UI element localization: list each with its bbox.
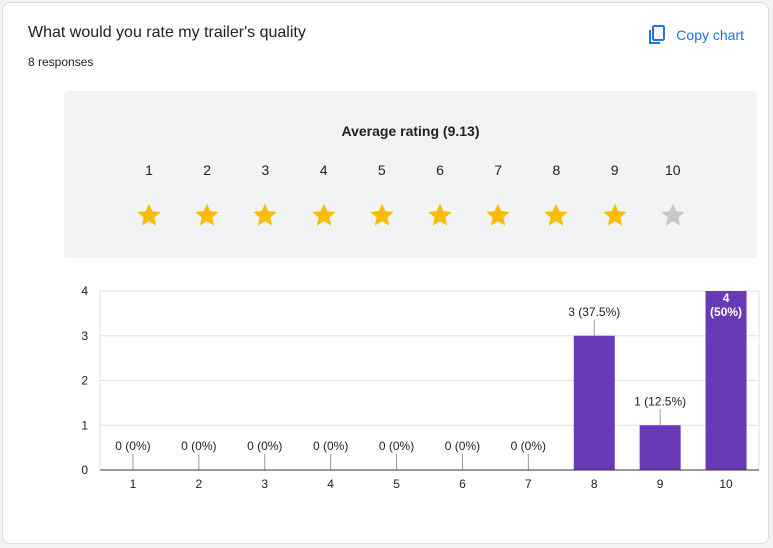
star-icon [310, 201, 338, 229]
data-label: 0 (0%) [445, 439, 480, 453]
copy-chart-label: Copy chart [676, 27, 744, 43]
y-tick-label: 2 [81, 374, 88, 388]
data-label: 0 (0%) [379, 439, 414, 453]
bar-10 [705, 291, 747, 470]
rating-number-2: 2 [203, 162, 212, 178]
x-tick-label: 9 [657, 477, 664, 491]
response-count: 8 responses [28, 55, 94, 69]
x-tick-label: 5 [393, 477, 400, 491]
data-label: 1 (12.5%) [634, 394, 686, 408]
data-label: 4 (50%) [710, 291, 742, 319]
x-tick-label: 1 [130, 477, 137, 491]
data-label: 0 (0%) [115, 439, 150, 453]
rating-number-3: 3 [261, 162, 270, 178]
copy-chart-button[interactable]: Copy chart [648, 21, 744, 49]
y-tick-label: 1 [81, 418, 88, 432]
data-label: 0 (0%) [313, 439, 348, 453]
question-title: What would you rate my trailer's quality [28, 24, 306, 41]
data-label: 3 (37.5%) [568, 305, 620, 319]
x-tick-label: 3 [261, 477, 268, 491]
star-icon [484, 201, 512, 229]
average-rating-panel: Average rating (9.13) 1 2 3 4 5 6 7 8 9 10 [64, 91, 757, 258]
y-tick-label: 4 [81, 284, 88, 298]
data-label: 0 (0%) [511, 439, 546, 453]
x-tick-label: 10 [719, 477, 733, 491]
average-rating-title: Average rating (9.13) [341, 123, 480, 139]
y-tick-label: 3 [81, 329, 88, 343]
rating-number-4: 4 [319, 162, 328, 178]
bar-8 [573, 335, 615, 470]
star-icon [601, 201, 629, 229]
rating-number-7: 7 [494, 162, 503, 178]
rating-number-10: 10 [665, 162, 681, 178]
rating-number-8: 8 [552, 162, 561, 178]
data-label: 0 (0%) [181, 439, 216, 453]
x-tick-label: 2 [196, 477, 203, 491]
x-tick-label: 7 [525, 477, 532, 491]
star-icon [426, 201, 454, 229]
rating-number-6: 6 [436, 162, 444, 178]
x-tick-label: 4 [327, 477, 334, 491]
bar-9 [639, 425, 681, 470]
star-icon [542, 201, 570, 229]
star-icon [193, 201, 221, 229]
rating-number-1: 1 [145, 162, 153, 178]
star-icon [251, 201, 279, 229]
star-icon [368, 201, 396, 229]
rating-number-9: 9 [610, 162, 619, 178]
x-tick-label: 8 [591, 477, 598, 491]
data-label: 0 (0%) [247, 439, 282, 453]
copy-icon [648, 25, 666, 45]
star-icon [659, 201, 687, 229]
y-tick-label: 0 [81, 463, 88, 477]
x-tick-label: 6 [459, 477, 466, 491]
rating-number-5: 5 [377, 162, 386, 178]
star-icon [135, 201, 163, 229]
